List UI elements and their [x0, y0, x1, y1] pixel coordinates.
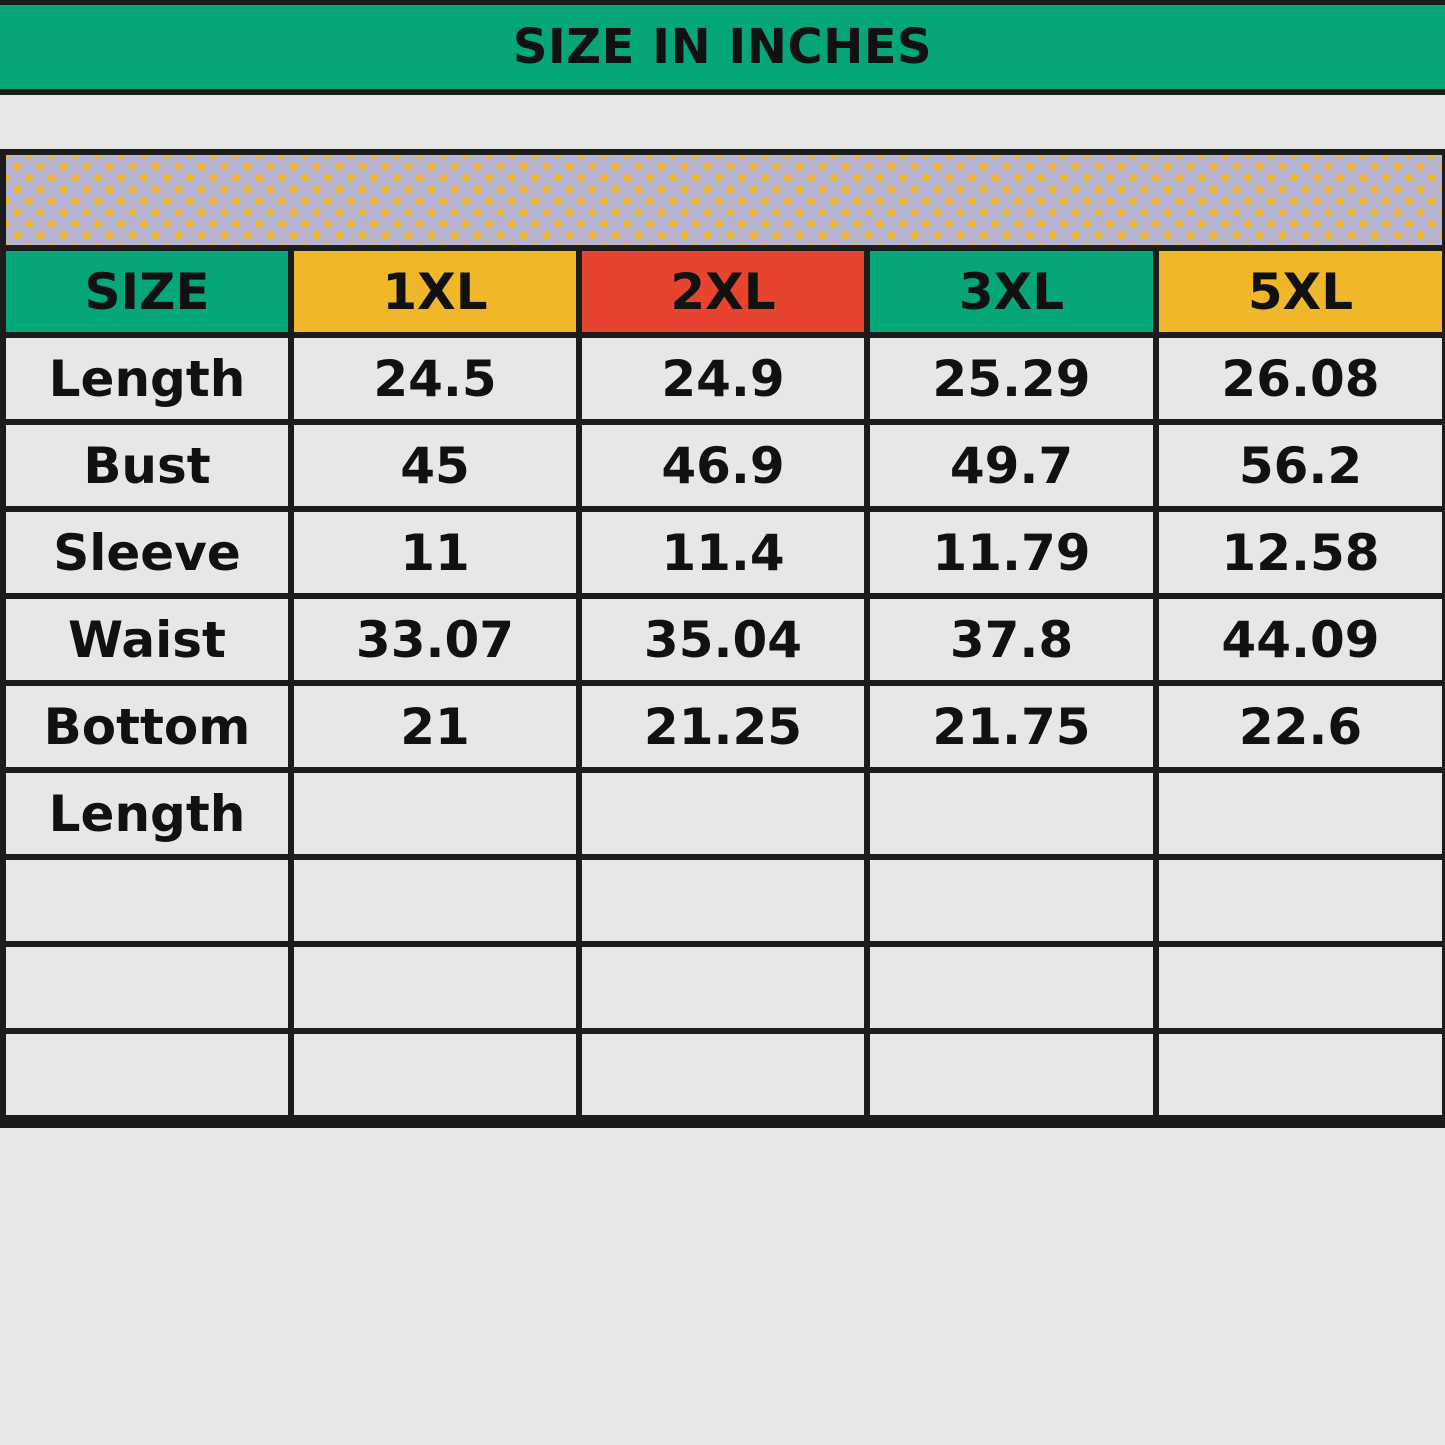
value-cell [294, 947, 576, 1028]
value-cell [582, 947, 864, 1028]
value-cell: 12.58 [1159, 512, 1442, 593]
header-cell-5xl: 5XL [1159, 251, 1442, 332]
value-cell [582, 860, 864, 941]
header-cell-2xl: 2XL [582, 251, 864, 332]
value-cell: 35.04 [582, 599, 864, 680]
value-cell [294, 860, 576, 941]
row-label-cell: Bottom [6, 686, 288, 767]
value-cell [1159, 947, 1442, 1028]
row-label-cell: Sleeve [6, 512, 288, 593]
value-cell: 33.07 [294, 599, 576, 680]
row-label-cell: Length [6, 338, 288, 419]
value-cell [1159, 1034, 1442, 1115]
row-label-cell: Waist [6, 599, 288, 680]
value-cell [1159, 773, 1442, 854]
value-cell: 24.5 [294, 338, 576, 419]
value-cell: 11 [294, 512, 576, 593]
value-cell: 24.9 [582, 338, 864, 419]
value-cell [294, 773, 576, 854]
value-cell [870, 947, 1153, 1028]
row-label-cell [6, 1034, 288, 1115]
value-cell: 26.08 [1159, 338, 1442, 419]
header-cell-3xl: 3XL [870, 251, 1153, 332]
value-cell: 44.09 [1159, 599, 1442, 680]
value-cell: 22.6 [1159, 686, 1442, 767]
value-cell: 25.29 [870, 338, 1153, 419]
value-cell [1159, 860, 1442, 941]
value-cell: 37.8 [870, 599, 1153, 680]
value-cell: 46.9 [582, 425, 864, 506]
value-cell: 21.75 [870, 686, 1153, 767]
value-cell: 45 [294, 425, 576, 506]
dotted-pattern-band [6, 155, 1442, 245]
row-label-cell [6, 860, 288, 941]
size-table: SIZE 1XL 2XL 3XL 5XL Length 24.5 24.9 25.29 26.08… [0, 149, 1445, 1128]
value-cell: 11.79 [870, 512, 1153, 593]
value-cell [870, 860, 1153, 941]
row-label-cell: Length [6, 773, 288, 854]
value-cell: 21 [294, 686, 576, 767]
header-cell-size: SIZE [6, 251, 288, 332]
title-bar: SIZE IN INCHES [0, 0, 1445, 95]
value-cell [582, 1034, 864, 1115]
value-cell: 56.2 [1159, 425, 1442, 506]
value-cell [294, 1034, 576, 1115]
row-label-cell: Bust [6, 425, 288, 506]
row-label-cell [6, 947, 288, 1028]
size-grid: SIZE 1XL 2XL 3XL 5XL Length 24.5 24.9 25.29 26.08… [6, 251, 1442, 1115]
value-cell [582, 773, 864, 854]
page-title: SIZE IN INCHES [512, 19, 933, 75]
value-cell [870, 1034, 1153, 1115]
header-cell-1xl: 1XL [294, 251, 576, 332]
value-cell: 21.25 [582, 686, 864, 767]
value-cell: 11.4 [582, 512, 864, 593]
value-cell: 49.7 [870, 425, 1153, 506]
value-cell [870, 773, 1153, 854]
